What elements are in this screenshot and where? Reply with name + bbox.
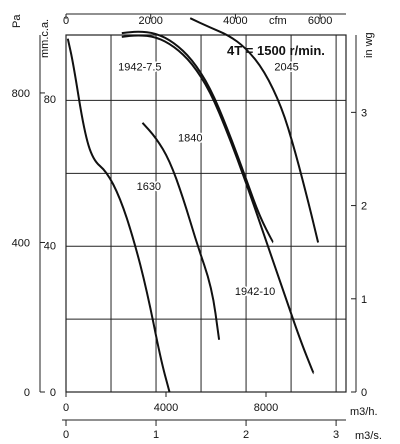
m3h-tick-label: 4000 (154, 402, 178, 414)
cfm-axis-label: cfm (269, 15, 287, 27)
inwg-tick-label: 1 (361, 294, 367, 306)
inwg-axis-label: in wg (363, 32, 375, 58)
mmca-tick-label: 80 (44, 94, 56, 106)
m3s-axis-label: m3/s. (355, 430, 382, 442)
series-line-1942-7.5 (121, 30, 275, 244)
m3s-tick-label: 3 (333, 429, 339, 441)
grid-lines (66, 35, 346, 392)
pa-tick-label: 400 (12, 237, 30, 249)
series-label-1630: 1630 (137, 181, 161, 193)
series-line-1630 (66, 38, 171, 393)
series-line-1840 (141, 122, 221, 340)
mmca-axis-label: mm.c.a. (39, 19, 51, 58)
inwg-tick-label: 0 (361, 387, 367, 399)
pa-axis-label: Pa (11, 14, 23, 28)
axes (39, 13, 357, 426)
series-lines (66, 17, 320, 393)
mmca-tick-label: 0 (50, 387, 56, 399)
series-line-2045 (189, 17, 320, 243)
inwg-tick-label: 3 (361, 107, 367, 119)
m3h-tick-label: 0 (63, 402, 69, 414)
pa-tick-label: 0 (24, 387, 30, 399)
m3h-tick-label: 8000 (254, 402, 278, 414)
mmca-tick-label: 40 (44, 240, 56, 252)
series-label-1942-7.5: 1942-7.5 (118, 62, 161, 74)
m3s-tick-label: 1 (153, 429, 159, 441)
cfm-tick-label: 6000 (308, 15, 332, 27)
chart-title: 4T = 1500 r/min. (227, 43, 325, 58)
m3h-axis-label: m3/h. (350, 406, 378, 418)
cfm-tick-label: 0 (63, 15, 69, 27)
inwg-tick-label: 2 (361, 201, 367, 213)
series-label-2045: 2045 (274, 62, 298, 74)
series-label-1942-10: 1942-10 (235, 286, 275, 298)
pa-tick-label: 800 (12, 88, 30, 100)
cfm-tick-label: 4000 (223, 15, 247, 27)
plot-frame (65, 34, 347, 393)
m3s-tick-label: 0 (63, 429, 69, 441)
m3s-tick-label: 2 (243, 429, 249, 441)
series-label-1840: 1840 (178, 133, 202, 145)
series-line-1942-10 (121, 34, 315, 375)
cfm-tick-label: 2000 (138, 15, 162, 27)
